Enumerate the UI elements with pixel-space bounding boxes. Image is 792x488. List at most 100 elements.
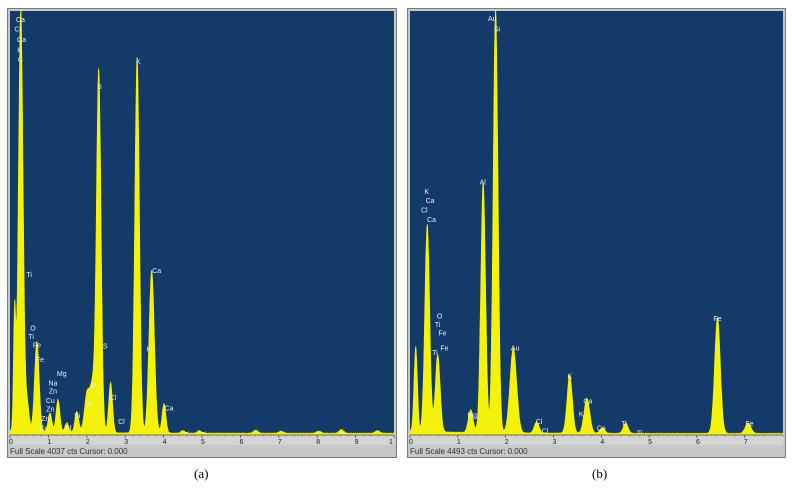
- peak-point: [340, 430, 342, 432]
- element-label: Si: [74, 413, 81, 420]
- element-label: Ca: [427, 217, 436, 224]
- element-label: Ti: [621, 421, 627, 428]
- peak-point: [198, 431, 200, 433]
- peak-point: [49, 415, 51, 417]
- element-label: Fe: [713, 316, 721, 323]
- x-tick-label: 5: [648, 439, 652, 446]
- peak-point: [569, 375, 571, 378]
- element-label: Si: [494, 26, 501, 33]
- peak-point: [151, 271, 153, 273]
- peak-point: [376, 431, 379, 433]
- x-axis-strip: [410, 435, 783, 445]
- element-label: O: [30, 326, 36, 333]
- peak-point: [98, 71, 100, 73]
- peak-point: [92, 392, 94, 394]
- x-tick-label: 3: [553, 439, 557, 446]
- x-tick-label: 4: [600, 439, 604, 446]
- plot-area: [10, 11, 394, 435]
- spectrum-chart-a: CaClCaKCTiOTiFeFeMgNaZnCuZnZnCuCuAlSiPPS…: [9, 9, 395, 446]
- element-label: P: [91, 384, 96, 391]
- peak-point: [415, 349, 417, 351]
- peak-point: [586, 399, 588, 401]
- element-label: Ti: [432, 350, 438, 357]
- element-label: K: [424, 189, 429, 196]
- element-label: Mg: [467, 412, 477, 419]
- x-tick-label: 0: [9, 439, 13, 446]
- element-label: P: [87, 402, 92, 409]
- element-label: Ca: [16, 17, 25, 24]
- element-label: Na: [49, 380, 58, 387]
- element-label: Ti: [637, 430, 643, 437]
- element-label: Ti: [28, 334, 34, 341]
- element-label: C: [18, 57, 23, 64]
- plot-area: [410, 11, 783, 435]
- element-label: Ca: [152, 268, 161, 275]
- peak-point: [66, 424, 68, 427]
- x-tick-label: 0: [409, 439, 413, 446]
- x-tick-label: 5: [201, 439, 205, 446]
- element-label: Ca: [597, 426, 606, 433]
- peak-point: [747, 424, 749, 426]
- element-label: Ti: [26, 272, 32, 279]
- element-label: Zn: [49, 389, 57, 396]
- element-label: Zn: [46, 407, 54, 414]
- caption-a: (a): [194, 466, 209, 481]
- element-label: K: [567, 374, 572, 381]
- element-label: K: [136, 59, 141, 66]
- x-tick-label: 7: [744, 439, 748, 446]
- element-label: Cu: [39, 426, 48, 433]
- element-label: Cl: [421, 208, 428, 215]
- element-label: Fe: [440, 345, 448, 352]
- full-scale-value: 4493 cts: [447, 447, 478, 456]
- peak-point: [14, 315, 16, 317]
- spectrum-panel-a: CaClCaKCTiOTiFeFeMgNaZnCuZnZnCuCuAlSiPPS…: [7, 8, 397, 458]
- peak-point: [20, 10, 22, 12]
- x-tick-label: 2: [86, 439, 90, 446]
- peak-point: [76, 413, 78, 415]
- element-label: K: [17, 47, 22, 54]
- peak-point: [601, 428, 603, 430]
- x-tick-label: 3: [124, 439, 128, 446]
- peak-point: [255, 431, 257, 433]
- peak-point: [318, 432, 320, 434]
- peak-point: [625, 424, 627, 426]
- x-axis-strip: [10, 435, 394, 445]
- x-tick-label: 6: [239, 439, 243, 446]
- peak-point: [86, 394, 88, 396]
- element-label: Ca: [426, 198, 435, 205]
- peak-point: [280, 432, 282, 434]
- peak-point: [110, 384, 112, 386]
- peak-point: [437, 357, 439, 359]
- element-label: Ca: [17, 37, 26, 44]
- x-tick-label: 9: [355, 439, 359, 446]
- x-tick-label: 7: [278, 439, 282, 446]
- element-label: K: [579, 412, 584, 419]
- element-label: Ca: [583, 398, 592, 405]
- full-scale-label: Full Scale: [410, 447, 446, 456]
- cursor-value: 0.000: [507, 447, 528, 456]
- element-label: S: [97, 84, 102, 91]
- full-scale-value: 4037 cts: [47, 447, 78, 456]
- element-label: Ti: [435, 322, 441, 329]
- peak-point: [482, 184, 484, 186]
- spectrum-panel-b: Au Si K Ca Cl Ca Al O Ti Fe Ti Fe Au Mg Cl Cl K Ca K Ca Ti Ti…: [407, 8, 786, 458]
- element-label: Ca: [165, 406, 174, 413]
- peak-point: [426, 226, 428, 228]
- peak-point: [36, 344, 38, 346]
- spectrum-series-0: [9, 9, 395, 436]
- x-tick-label: 6: [696, 439, 700, 446]
- caption-b: (b): [592, 466, 608, 481]
- full-scale-label: Full Scale: [10, 447, 46, 456]
- element-label: Cl: [118, 419, 125, 426]
- peak-point: [163, 405, 165, 407]
- status-bar-b: Full Scale 4493 cts Cursor: 0.000: [410, 446, 530, 457]
- element-label: Fe: [36, 357, 44, 364]
- element-label: Cl: [14, 26, 21, 33]
- element-label: S: [103, 344, 108, 351]
- x-tick-label: 4: [163, 439, 167, 446]
- cursor-label: Cursor:: [479, 447, 506, 456]
- element-label: Cu: [46, 398, 55, 405]
- x-tick-label: 1: [457, 439, 461, 446]
- x-tick-label: 2: [505, 439, 509, 446]
